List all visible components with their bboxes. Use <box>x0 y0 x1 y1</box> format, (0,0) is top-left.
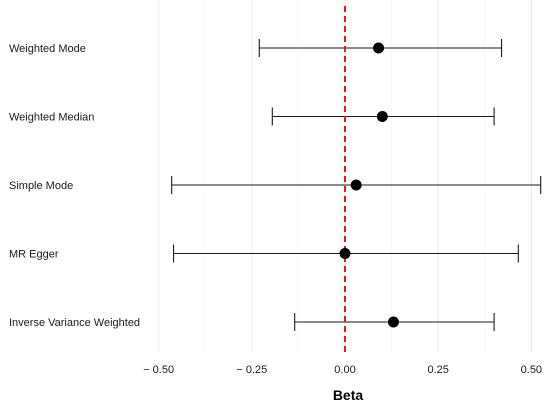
x-tick-label: − 0.25 <box>236 364 267 376</box>
row-labels: Weighted Mode Weighted Median Simple Mode M… <box>9 43 140 329</box>
row-label: Simple Mode <box>9 180 73 192</box>
x-axis-label: Beta <box>333 387 364 403</box>
row-label: MR Egger <box>9 249 59 261</box>
x-tick-label: 0.00 <box>334 364 355 376</box>
x-tick-label: − 0.50 <box>143 364 174 376</box>
point-estimate <box>387 316 399 328</box>
row-label: Inverse Variance Weighted <box>9 317 140 329</box>
x-tick-label: 0.50 <box>521 364 542 376</box>
x-axis-ticks: − 0.50 − 0.25 0.00 0.25 0.50 <box>143 364 542 376</box>
row-label: Weighted Median <box>9 112 94 124</box>
point-estimate <box>373 42 385 54</box>
point-estimate <box>376 111 388 122</box>
point-estimate <box>350 179 362 191</box>
point-estimate <box>339 248 351 259</box>
row-label: Weighted Mode <box>9 43 86 55</box>
x-tick-label: 0.25 <box>427 364 448 376</box>
